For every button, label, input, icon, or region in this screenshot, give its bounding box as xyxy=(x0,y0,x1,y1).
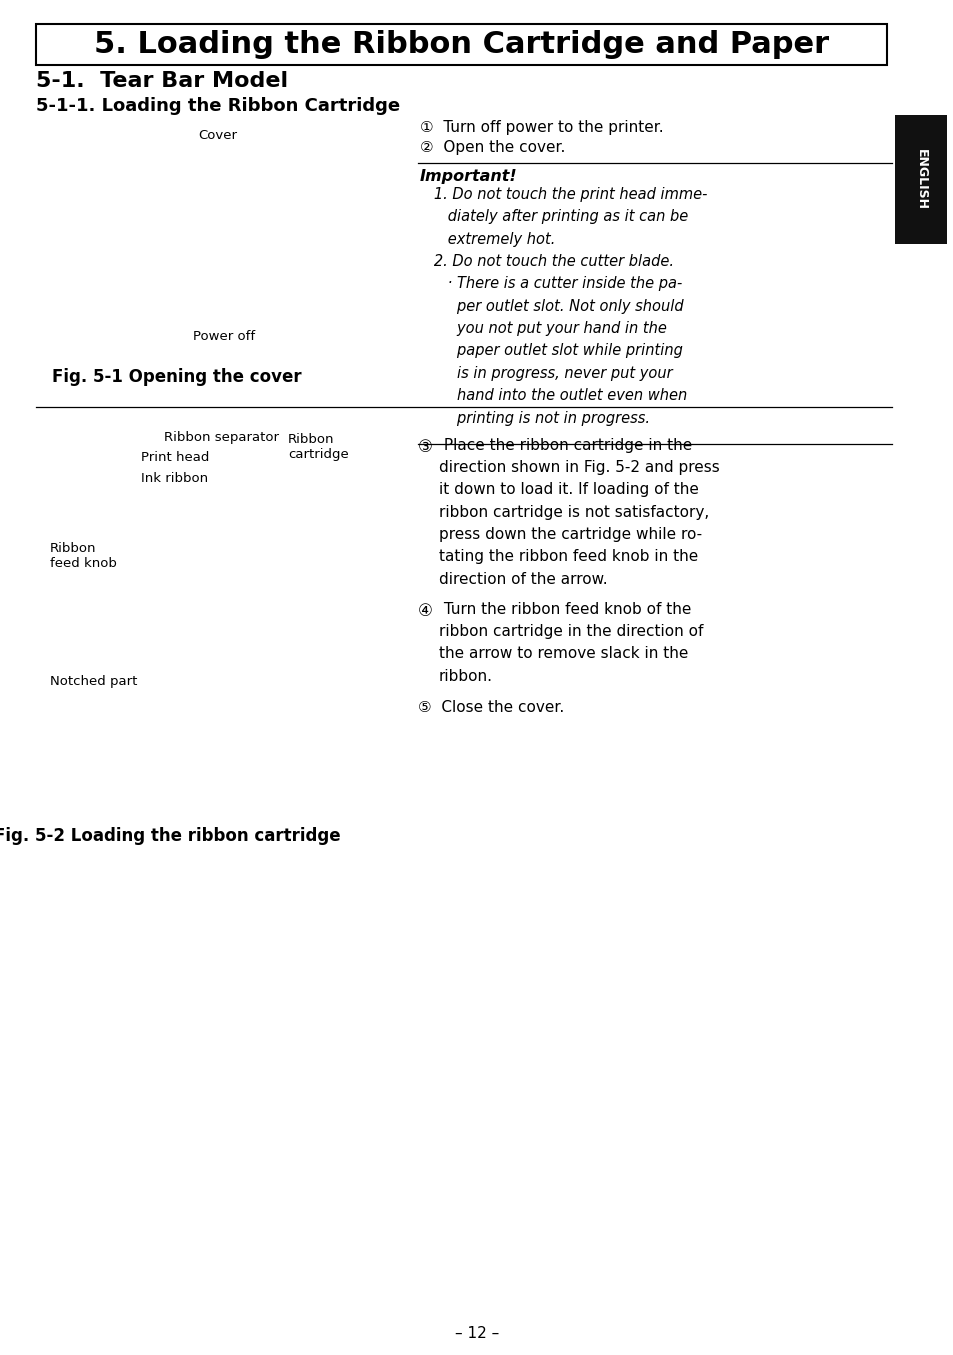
Text: Notched part: Notched part xyxy=(50,675,137,688)
Text: ②  Open the cover.: ② Open the cover. xyxy=(419,140,564,156)
Text: printing is not in progress.: printing is not in progress. xyxy=(419,411,649,425)
Text: 1. Do not touch the print head imme-: 1. Do not touch the print head imme- xyxy=(419,187,706,202)
Text: ③: ③ xyxy=(417,438,433,455)
Text: extremely hot.: extremely hot. xyxy=(419,232,555,247)
FancyBboxPatch shape xyxy=(38,420,405,813)
Text: ribbon cartridge in the direction of: ribbon cartridge in the direction of xyxy=(438,623,702,640)
Text: is in progress, never put your: is in progress, never put your xyxy=(419,366,672,381)
Text: Ribbon separator: Ribbon separator xyxy=(164,431,279,444)
Text: 2. Do not touch the cutter blade.: 2. Do not touch the cutter blade. xyxy=(419,255,673,270)
Text: Print head: Print head xyxy=(141,451,210,465)
Text: the arrow to remove slack in the: the arrow to remove slack in the xyxy=(438,646,687,661)
Text: hand into the outlet even when: hand into the outlet even when xyxy=(419,388,686,404)
Text: Power off: Power off xyxy=(193,329,255,343)
Text: ribbon.: ribbon. xyxy=(438,668,493,684)
Text: direction of the arrow.: direction of the arrow. xyxy=(438,572,607,587)
Text: 5-1.  Tear Bar Model: 5-1. Tear Bar Model xyxy=(36,72,288,91)
Text: Ink ribbon: Ink ribbon xyxy=(141,472,208,485)
Text: Turn the ribbon feed knob of the: Turn the ribbon feed knob of the xyxy=(438,602,691,617)
Text: it down to load it. If loading of the: it down to load it. If loading of the xyxy=(438,482,698,497)
Text: paper outlet slot while printing: paper outlet slot while printing xyxy=(419,344,682,359)
Text: press down the cartridge while ro-: press down the cartridge while ro- xyxy=(438,527,701,542)
Text: ribbon cartridge is not satisfactory,: ribbon cartridge is not satisfactory, xyxy=(438,504,708,520)
Text: ①  Turn off power to the printer.: ① Turn off power to the printer. xyxy=(419,119,662,136)
Text: Ribbon
feed knob: Ribbon feed knob xyxy=(50,542,116,569)
Text: ④: ④ xyxy=(417,602,433,619)
Text: Place the ribbon cartridge in the: Place the ribbon cartridge in the xyxy=(438,438,691,453)
FancyBboxPatch shape xyxy=(894,115,946,244)
Text: diately after printing as it can be: diately after printing as it can be xyxy=(419,209,687,225)
Text: 5. Loading the Ribbon Cartridge and Paper: 5. Loading the Ribbon Cartridge and Pape… xyxy=(94,30,828,60)
Text: · There is a cutter inside the pa-: · There is a cutter inside the pa- xyxy=(419,276,681,291)
FancyBboxPatch shape xyxy=(38,122,405,352)
Text: – 12 –: – 12 – xyxy=(455,1325,498,1341)
FancyBboxPatch shape xyxy=(36,24,886,65)
Text: ENGLISH: ENGLISH xyxy=(914,149,926,210)
Text: Cover: Cover xyxy=(198,129,236,142)
Text: 5-1-1. Loading the Ribbon Cartridge: 5-1-1. Loading the Ribbon Cartridge xyxy=(36,96,400,115)
Text: Important!: Important! xyxy=(419,169,517,184)
Text: Fig. 5-1 Opening the cover: Fig. 5-1 Opening the cover xyxy=(51,367,301,386)
Text: per outlet slot. Not only should: per outlet slot. Not only should xyxy=(419,299,682,314)
Text: tating the ribbon feed knob in the: tating the ribbon feed knob in the xyxy=(438,550,698,565)
Text: you not put your hand in the: you not put your hand in the xyxy=(419,321,666,336)
Text: direction shown in Fig. 5-2 and press: direction shown in Fig. 5-2 and press xyxy=(438,459,719,476)
Text: Ribbon
cartridge: Ribbon cartridge xyxy=(288,434,349,461)
Text: Fig. 5-2 Loading the ribbon cartridge: Fig. 5-2 Loading the ribbon cartridge xyxy=(0,827,340,846)
Text: ⑤  Close the cover.: ⑤ Close the cover. xyxy=(417,699,563,715)
